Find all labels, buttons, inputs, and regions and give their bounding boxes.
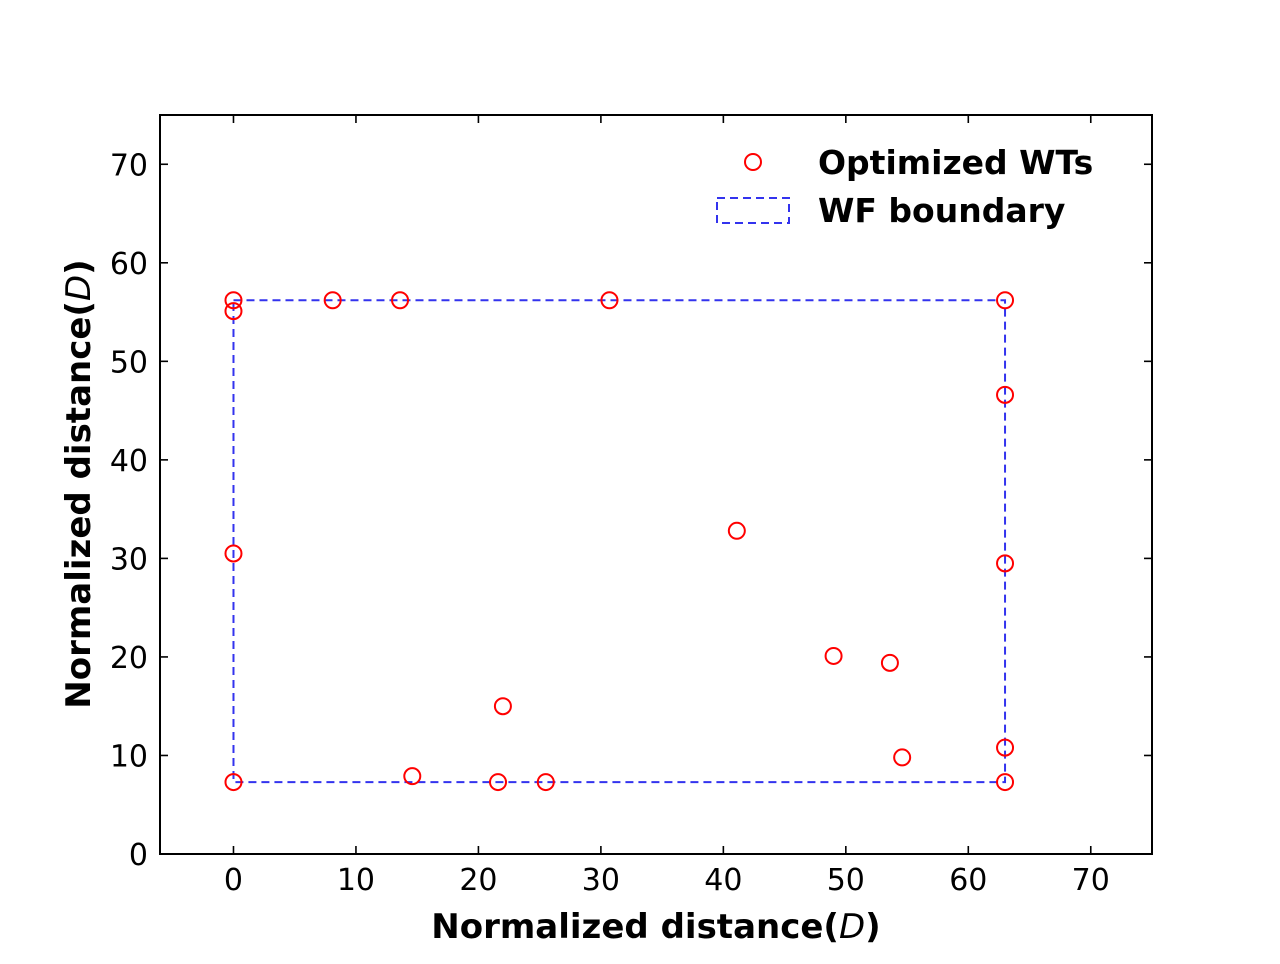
- x-tick-label: 50: [827, 863, 865, 898]
- wf-boundary-rect: [232, 299, 1007, 784]
- wt-point: [224, 773, 243, 792]
- x-tick-label: 0: [224, 863, 243, 898]
- y-tick-label: 40: [110, 444, 148, 479]
- wf-boundary-layer: [232, 299, 1007, 784]
- wt-point: [489, 773, 508, 792]
- wt-point: [536, 773, 555, 792]
- wt-point: [600, 291, 619, 310]
- y-tick-label: 70: [110, 148, 148, 183]
- legend: Optimized WTs WF boundary: [716, 143, 1093, 230]
- wt-point: [391, 291, 410, 310]
- y-tick-label: 60: [110, 247, 148, 282]
- wt-point: [403, 767, 422, 786]
- wt-point: [224, 544, 243, 563]
- wt-point: [493, 697, 512, 716]
- wt-point: [224, 302, 243, 321]
- x-tick-label: 60: [949, 863, 987, 898]
- wt-point: [996, 738, 1015, 757]
- wt-point: [893, 748, 912, 767]
- legend-marker-wf-boundary: [716, 197, 790, 224]
- y-tick-label: 30: [110, 542, 148, 577]
- wt-points-layer: [224, 291, 1015, 792]
- legend-label-wf-boundary: WF boundary: [818, 191, 1065, 230]
- wt-point: [323, 291, 342, 310]
- y-tick-label: 50: [110, 345, 148, 380]
- wt-point: [824, 646, 843, 665]
- wt-point: [996, 773, 1015, 792]
- wt-point: [880, 653, 899, 672]
- axis-ticks: 0 10 20 30 40 50 60 70 0 10 20 30 40 50 60 70: [110, 115, 1152, 898]
- wt-point: [996, 554, 1015, 573]
- x-tick-label: 20: [459, 863, 497, 898]
- legend-marker-optimized-wts: [744, 153, 762, 171]
- wt-point: [996, 291, 1015, 310]
- y-tick-label: 10: [110, 739, 148, 774]
- wt-point: [224, 291, 243, 310]
- x-tick-label: 40: [704, 863, 742, 898]
- wt-point: [996, 385, 1015, 404]
- plot-frame: [159, 114, 1153, 855]
- x-tick-label: 30: [582, 863, 620, 898]
- x-axis-title: Normalized distance(D): [431, 907, 880, 947]
- legend-label-optimized-wts: Optimized WTs: [818, 143, 1093, 182]
- wt-point: [727, 521, 746, 540]
- y-tick-label: 0: [129, 838, 148, 873]
- y-axis-title: Normalized distance(D): [59, 259, 99, 708]
- y-tick-label: 20: [110, 641, 148, 676]
- x-tick-label: 10: [337, 863, 375, 898]
- x-tick-label: 70: [1072, 863, 1110, 898]
